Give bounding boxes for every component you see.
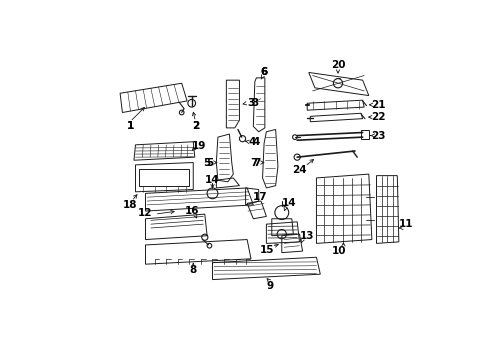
Text: 14: 14 bbox=[282, 198, 296, 208]
Text: 2: 2 bbox=[192, 121, 199, 131]
Text: 10: 10 bbox=[332, 246, 346, 256]
Text: 17: 17 bbox=[252, 192, 267, 202]
Text: 5: 5 bbox=[206, 158, 213, 167]
Text: 13: 13 bbox=[299, 231, 314, 241]
Text: 9: 9 bbox=[266, 281, 273, 291]
Text: 1: 1 bbox=[126, 121, 133, 131]
Bar bbox=[360, 130, 368, 139]
Text: 20: 20 bbox=[330, 60, 345, 70]
Text: 24: 24 bbox=[292, 165, 306, 175]
Text: 21: 21 bbox=[370, 100, 385, 110]
Text: 8: 8 bbox=[189, 265, 197, 275]
Text: 5: 5 bbox=[203, 158, 210, 167]
Text: 2: 2 bbox=[192, 121, 199, 131]
Text: 6: 6 bbox=[260, 67, 267, 77]
Text: 4: 4 bbox=[252, 137, 260, 147]
Text: 6: 6 bbox=[260, 67, 267, 77]
Text: 14: 14 bbox=[205, 175, 220, 185]
Text: 7: 7 bbox=[253, 158, 260, 167]
Text: 3: 3 bbox=[250, 98, 258, 108]
Text: 7: 7 bbox=[249, 158, 257, 167]
Text: 12: 12 bbox=[138, 208, 152, 217]
Text: 4: 4 bbox=[248, 137, 256, 147]
Text: 1: 1 bbox=[126, 121, 133, 131]
Bar bbox=[139, 169, 189, 186]
Text: 3: 3 bbox=[247, 98, 254, 108]
Text: 11: 11 bbox=[399, 219, 413, 229]
Text: 23: 23 bbox=[370, 131, 385, 141]
Text: 16: 16 bbox=[184, 206, 199, 216]
Text: 19: 19 bbox=[192, 141, 206, 150]
Text: 15: 15 bbox=[260, 244, 274, 255]
Text: 22: 22 bbox=[370, 112, 385, 122]
Text: 18: 18 bbox=[122, 200, 137, 210]
